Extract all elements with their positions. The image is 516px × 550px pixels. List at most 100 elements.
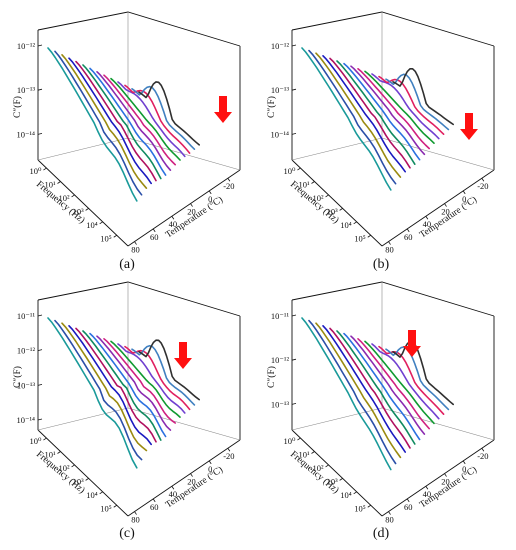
y-tick-mark (37, 88, 43, 91)
box-back-top (291, 281, 495, 317)
series-line-a-10 (110, 77, 181, 161)
floor-back-right (381, 137, 495, 171)
y-tick-label: 10⁻¹² (271, 41, 290, 51)
x-tick-label: 10⁰ (284, 436, 297, 446)
series-line-b-12 (378, 75, 445, 135)
floor-back-left (291, 407, 383, 431)
series-line-b-4 (322, 55, 406, 173)
z-tick-mark (134, 241, 137, 245)
series-line-c-14 (138, 339, 200, 401)
x-tick-label: 10¹ (44, 450, 56, 460)
series-line-d-9 (357, 338, 430, 430)
floor-back-left (37, 137, 129, 161)
y-tick-label: 10⁻¹³ (271, 85, 290, 95)
y-tick-mark (291, 358, 297, 361)
x-tick-mark (353, 491, 357, 495)
z-tick-label: 40 (169, 219, 178, 229)
x-axis-label: Frequency (Hz) (34, 179, 87, 226)
y-tick-label: 10⁻¹⁴ (271, 129, 290, 139)
x-tick-label: 10² (313, 463, 325, 473)
z-tick-label: 20 (187, 477, 196, 487)
series-line-a-5 (75, 60, 157, 182)
x-tick-label: 10⁵ (354, 233, 366, 243)
y-tick-label: 10⁻¹² (17, 346, 36, 356)
x-tick-mark (297, 437, 301, 441)
z-tick-mark (462, 190, 466, 195)
series-line-a-7 (89, 67, 167, 176)
y-tick-label: 10⁻¹⁴ (17, 415, 36, 425)
z-axis-line (127, 169, 241, 247)
z-tick-mark (406, 498, 410, 503)
x-tick-mark (99, 491, 103, 495)
x-tick-mark (71, 194, 75, 198)
series-line-d-4 (322, 325, 406, 453)
panel-caption: (c) (119, 526, 135, 541)
x-tick-label: 10⁵ (100, 503, 112, 513)
series-line-b-6 (336, 60, 416, 165)
y-tick-mark (291, 133, 297, 135)
x-tick-label: 10⁰ (30, 166, 43, 176)
z-tick-mark (227, 178, 231, 182)
y-tick-mark (37, 383, 43, 386)
z-tick-label: 80 (385, 245, 394, 255)
z-tick-label: 60 (404, 502, 413, 512)
z-tick-label: 20 (187, 207, 196, 217)
series-line-b-2 (308, 49, 397, 185)
z-tick-label: 20 (441, 477, 450, 487)
z-tick-label: 0 (208, 194, 212, 204)
z-tick-mark (190, 203, 193, 207)
series-line-c-1 (47, 317, 138, 469)
x-tick-label: 10² (59, 193, 71, 203)
x-tick-label: 10³ (327, 206, 339, 216)
floor-back-right (127, 407, 241, 441)
z-tick-mark (208, 190, 212, 195)
series-line-c-6 (82, 330, 162, 441)
x-tick-label: 10⁴ (86, 220, 98, 230)
x-tick-mark (325, 464, 329, 468)
y-tick-mark (37, 349, 43, 352)
series-line-c-10 (110, 340, 181, 418)
z-axis-line (381, 169, 495, 247)
series-line-c-12 (124, 345, 191, 411)
z-tick-mark (134, 511, 137, 515)
series-line-a-8 (96, 71, 172, 171)
y-tick-label: 10⁻¹³ (17, 380, 36, 390)
z-tick-label: -20 (477, 451, 488, 461)
y-axis-label: C″(F) (266, 96, 277, 118)
x-tick-mark (113, 234, 117, 238)
red-arrow-icon (403, 330, 421, 357)
series-line-d-13 (385, 346, 450, 411)
series-line-a-1 (47, 47, 138, 202)
x-tick-mark (113, 504, 117, 508)
y-tick-label: 10⁻¹² (271, 355, 290, 365)
z-tick-mark (481, 448, 485, 452)
series-line-d-8 (350, 335, 426, 435)
series-line-c-4 (68, 325, 152, 446)
series-line-a-2 (54, 50, 143, 196)
x-tick-label: 10³ (73, 476, 85, 486)
series-line-c-9 (103, 338, 176, 424)
x-tick-label: 10¹ (298, 180, 310, 190)
x-axis-line (291, 429, 383, 517)
series-line-c-5 (75, 327, 157, 443)
z-tick-mark (171, 486, 175, 490)
z-tick-mark (227, 448, 231, 452)
z-tick-mark (190, 473, 193, 477)
series-line-c-2 (54, 319, 143, 461)
z-tick-label: 80 (131, 245, 140, 255)
series-line-a-12 (124, 84, 191, 154)
y-tick-mark (37, 418, 43, 421)
z-tick-label: 80 (131, 515, 140, 525)
floor-back-left (37, 407, 129, 431)
series-line-b-9 (357, 68, 430, 150)
x-axis-label: Frequency (Hz) (288, 179, 341, 226)
y-tick-mark (291, 44, 297, 47)
x-tick-mark (43, 437, 47, 441)
series-line-d-2 (308, 319, 397, 465)
series-line-c-8 (96, 335, 172, 431)
z-tick-label: 0 (462, 464, 466, 474)
series-line-b-1 (301, 47, 392, 191)
red-arrow-icon (174, 342, 192, 369)
